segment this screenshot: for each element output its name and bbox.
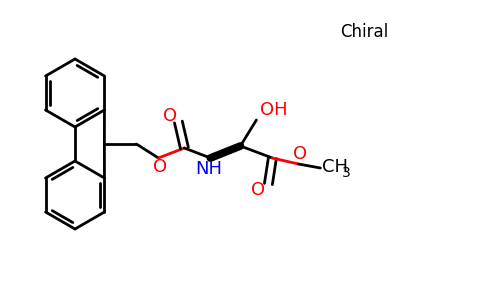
Text: 3: 3 [342,166,351,180]
Text: O: O [293,145,307,163]
Text: O: O [153,158,167,176]
Text: O: O [251,181,265,199]
Text: CH: CH [322,158,348,176]
Text: O: O [163,107,178,125]
Text: NH: NH [195,160,222,178]
Text: OH: OH [260,101,288,119]
Text: Chiral: Chiral [340,23,388,41]
